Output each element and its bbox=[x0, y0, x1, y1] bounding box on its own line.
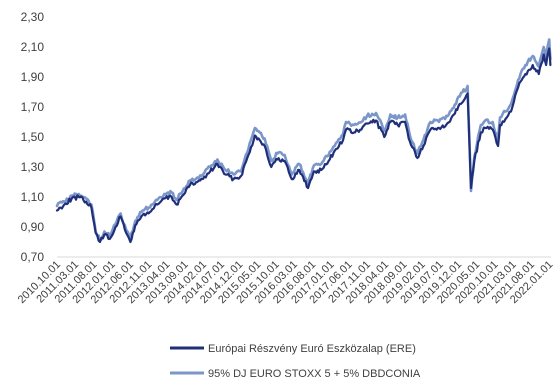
y-tick-label: 1,90 bbox=[21, 70, 45, 84]
y-tick-label: 2,10 bbox=[21, 40, 45, 54]
y-tick-label: 1,10 bbox=[21, 190, 45, 204]
series-line-fund bbox=[55, 47, 552, 244]
x-axis: 2010.10.012011.03.012011.08.012012.01.01… bbox=[16, 256, 555, 306]
legend-label: 95% DJ EURO STOXX 5 + 5% DBDCONIA bbox=[208, 368, 421, 380]
y-tick-label: 0,90 bbox=[21, 220, 45, 234]
legend-label: Európai Részvény Euró Eszközalap (ERE) bbox=[208, 343, 416, 355]
y-tick-label: 1,70 bbox=[21, 100, 45, 114]
series-line-benchmark bbox=[55, 38, 552, 242]
legend: Európai Részvény Euró Eszközalap (ERE) 95… bbox=[170, 343, 421, 380]
y-tick-label: 1,50 bbox=[21, 130, 45, 144]
y-axis: 0,70 0,90 1,10 1,30 1,50 1,70 1,90 2,10 2,30 bbox=[21, 10, 45, 264]
y-tick-label: 1,30 bbox=[21, 160, 45, 174]
y-tick-label: 0,70 bbox=[21, 250, 45, 264]
y-tick-label: 2,30 bbox=[21, 10, 45, 24]
plot-area bbox=[55, 38, 552, 244]
